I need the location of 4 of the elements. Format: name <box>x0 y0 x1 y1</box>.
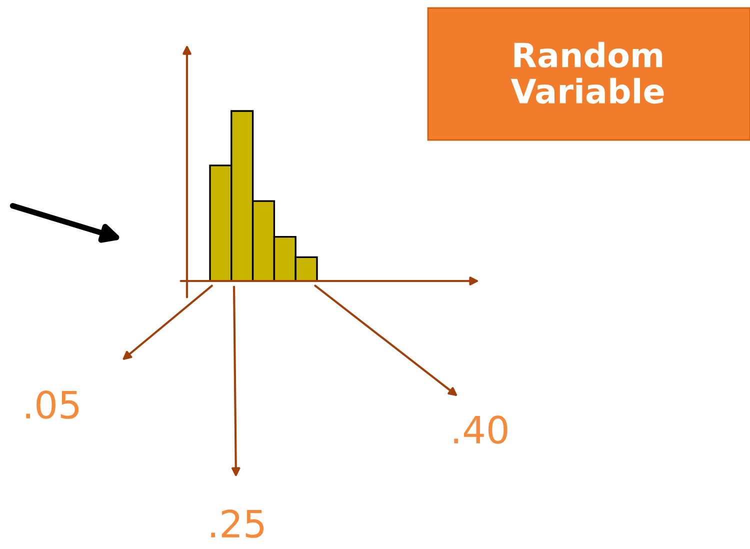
text: .05 <box>26 390 79 419</box>
text: Random Variable <box>510 42 664 104</box>
text: .25 <box>211 510 264 538</box>
text: .40 <box>454 416 508 444</box>
